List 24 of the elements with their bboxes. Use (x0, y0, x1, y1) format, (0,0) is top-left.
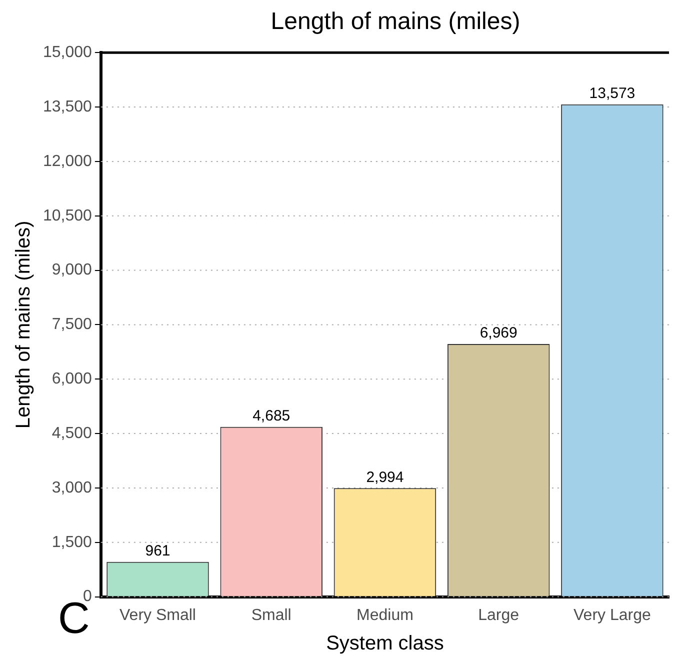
data-label: 4,685 (252, 407, 290, 424)
y-tick-label: 3,000 (52, 479, 92, 496)
y-tick-label: 4,500 (52, 424, 92, 442)
x-tick-label: Large (478, 606, 520, 624)
chart-title: Length of mains (miles) (270, 8, 522, 36)
y-tick-label: 9,000 (52, 262, 92, 279)
data-label: 961 (145, 542, 170, 560)
data-label: 2,994 (366, 468, 404, 486)
x-tick-label: Medium (356, 606, 414, 624)
y-tick-label: 6,000 (52, 370, 92, 388)
x-tick-label: Very Large (574, 606, 651, 624)
data-label: 6,969 (480, 324, 518, 342)
y-tick-label: 0 (83, 588, 92, 606)
y-tick-label: 7,500 (52, 316, 92, 334)
x-tick-label: Small (251, 606, 292, 624)
data-label: 13,573 (589, 85, 636, 102)
y-tick-label: 13,500 (43, 98, 92, 116)
y-tick-label: 10,500 (43, 207, 92, 224)
y-axis-title: Length of mains (miles) (12, 220, 35, 429)
y-tick-label: 15,000 (43, 44, 92, 62)
y-tick-label: 1,500 (52, 534, 92, 551)
y-tick-label: 12,000 (43, 152, 92, 170)
x-axis-title: System class (326, 632, 444, 655)
x-tick-label: Very Small (120, 606, 196, 624)
